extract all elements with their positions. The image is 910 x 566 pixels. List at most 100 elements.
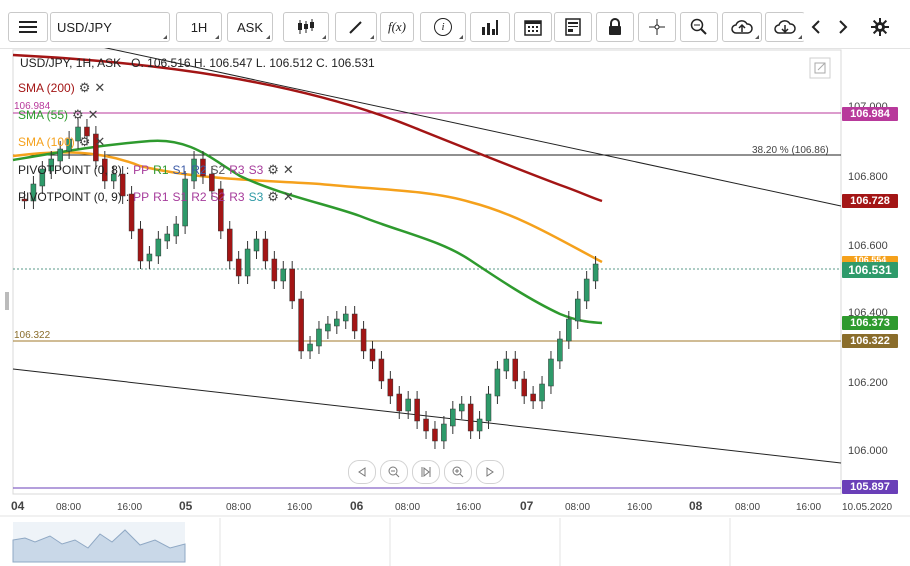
candle-body [414,398,420,422]
info-button[interactable]: i [420,12,466,42]
pivot-part: S1 [172,190,188,204]
close-icon[interactable]: ✕ [94,80,106,95]
candle-body [218,188,224,232]
pivot-part: R3 [229,163,245,177]
zoom-button[interactable] [680,12,718,42]
document-icon [565,18,581,36]
candle-body [592,263,599,282]
candle-body [110,173,117,182]
lock-button[interactable] [596,12,634,42]
time-label: 16:00 [117,502,142,513]
candle-body [271,258,278,282]
candle-body [494,368,501,397]
price-chart[interactable]: 38.20 % (106.86) 106.984 106.322 107.000… [0,48,910,566]
settings-button[interactable] [866,12,894,42]
menu-button[interactable] [8,12,48,42]
gear-icon[interactable]: ⚙ [267,162,279,177]
legend-pivot-8: PIVOTPOINT (0, 8) : PP R1 S1 R2 S2 R3 S3… [18,162,294,177]
navigator-area [12,529,186,563]
pivot-part: R2 [191,163,207,177]
candle-body [209,173,215,192]
upload-button[interactable] [722,12,762,42]
symbol-selector[interactable]: USD/JPY [50,12,170,42]
gear-icon[interactable]: ⚙ [267,189,279,204]
pivot-part: R1 [153,190,169,204]
candle-body [191,158,197,182]
candle-body [164,233,171,242]
gear-icon[interactable]: ⚙ [72,107,84,122]
candle-body [155,238,162,257]
pivot-part: PP [133,190,150,204]
crosshair-button[interactable] [638,12,676,42]
candle-body [351,313,358,332]
candle-body [432,428,438,442]
chart-nav-controls [348,460,504,484]
legend-sma-100: SMA (100) ⚙ ✕ [18,134,105,150]
candle-body [467,403,474,432]
fullscreen-icon[interactable] [809,57,831,79]
candle-body [342,313,349,322]
triangle-right-icon [486,467,494,477]
resize-handle[interactable] [5,292,9,310]
close-icon[interactable]: ✕ [282,189,294,204]
candle-body [503,358,510,372]
price-tick: 106.000 [848,445,888,457]
time-label: 08:00 [56,502,81,513]
time-label-day: 08 [689,499,703,513]
gear-icon[interactable]: ⚙ [78,134,91,149]
legend-label: PIVOTPOINT (0, 9) [18,190,122,204]
candle-body [378,358,385,382]
navigator[interactable] [12,518,731,566]
candle-body [253,238,260,252]
gear-icon[interactable]: ⚙ [78,80,91,95]
candle-body [173,223,179,237]
dropdown-corner-icon [798,35,802,39]
draw-tool-button[interactable] [335,12,377,42]
timeframe-selector[interactable]: 1H [176,12,222,42]
zoom-out-button[interactable] [380,460,408,484]
sma-55-line [12,139,603,325]
scroll-left-button[interactable] [803,12,829,42]
pan-left-button[interactable] [348,460,376,484]
close-icon[interactable]: ✕ [282,162,294,177]
scroll-right-button[interactable] [830,12,856,42]
price-tick: 106.200 [848,377,888,389]
zoom-in-button[interactable] [444,460,472,484]
candle-body [307,343,313,352]
candle-body [539,383,545,402]
download-button[interactable] [765,12,805,42]
function-button[interactable]: f(x) [380,12,414,42]
candle-body [521,378,527,397]
candle-body [66,138,72,152]
template-button[interactable] [554,12,592,42]
time-label-date: 10.05.2020 [842,502,892,513]
crosshair-icon [649,19,665,35]
price-type-selector[interactable]: ASK [227,12,273,42]
price-axis: 107.000 106.800 106.600 106.400 106.200 … [848,101,888,457]
close-icon[interactable]: ✕ [94,134,106,149]
close-icon[interactable]: ✕ [87,107,99,122]
candle-body [396,393,403,412]
candle-body [182,178,188,227]
calendar-icon [524,20,542,36]
cloud-upload-icon [731,20,753,34]
pencil-icon [349,21,362,34]
time-label: 08:00 [395,502,420,513]
price-tag: 106.373 [842,316,898,330]
pivot-part: PP [133,163,150,177]
zoom-out-icon [388,466,400,478]
pan-right-button[interactable] [476,460,504,484]
candle-body [405,398,411,412]
candlestick-icon [298,19,314,34]
candle-body [57,148,63,162]
candle-body [325,323,331,332]
chart-type-button[interactable] [283,12,329,42]
candle-body [137,228,144,262]
candle-body [244,248,251,277]
bar-chart-icon [482,20,498,35]
candle-body [530,393,536,402]
candle-body [262,238,269,262]
calendar-button[interactable] [514,12,552,42]
indicators-button[interactable] [470,12,510,42]
reset-view-button[interactable] [412,460,440,484]
